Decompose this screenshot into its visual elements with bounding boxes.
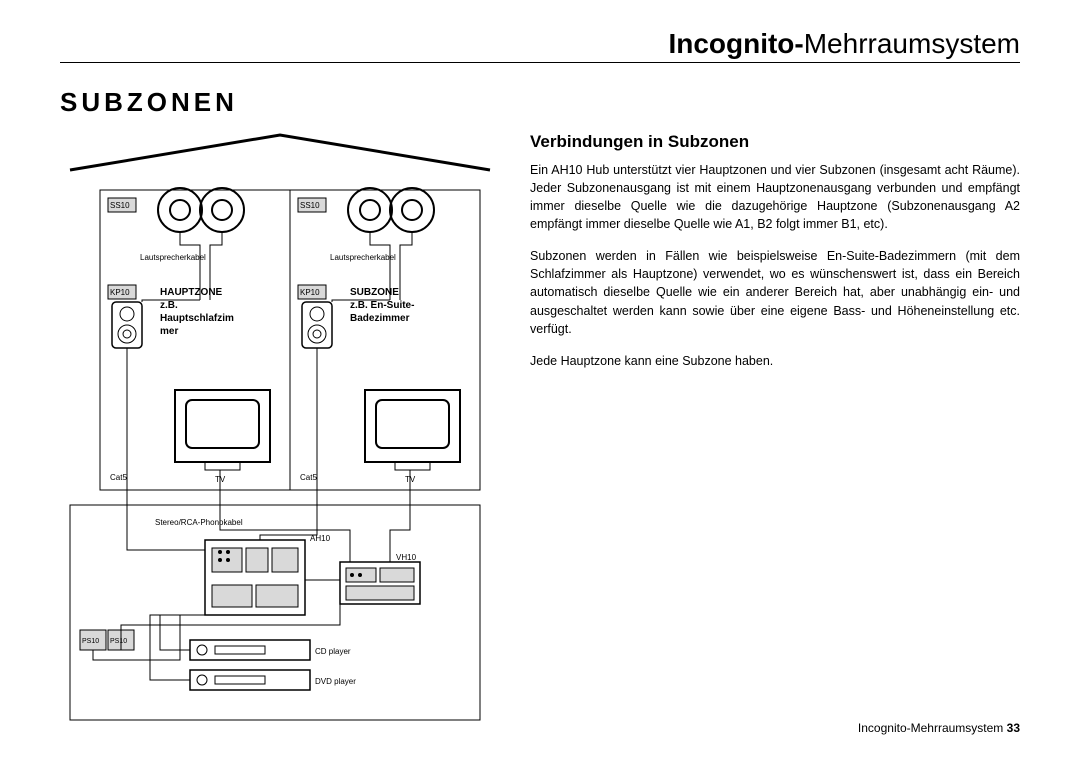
right-tv: TV: [365, 390, 460, 490]
header-rule: [60, 62, 1020, 63]
svg-text:KP10: KP10: [110, 288, 130, 297]
paragraph-3: Jede Hauptzone kann eine Subzone haben.: [530, 352, 1020, 370]
svg-text:z.B.: z.B.: [160, 300, 178, 311]
svg-text:SS10: SS10: [300, 201, 320, 210]
svg-text:VH10: VH10: [396, 553, 417, 562]
svg-text:PS10: PS10: [110, 638, 127, 645]
subheading: Verbindungen in Subzonen: [530, 130, 1020, 155]
left-keypad: KP10: [108, 285, 142, 490]
right-speakers: SS10: [298, 188, 434, 300]
svg-text:Badezimmer: Badezimmer: [350, 313, 410, 324]
roof-line: [70, 135, 490, 170]
svg-text:PS10: PS10: [82, 638, 99, 645]
svg-text:CD player: CD player: [315, 647, 351, 656]
page-footer: Incognito-Mehrraumsystem 33: [858, 721, 1020, 735]
svg-text:SUBZONE: SUBZONE: [350, 287, 399, 298]
svg-text:TV: TV: [215, 475, 226, 484]
footer-text: Incognito-Mehrraumsystem: [858, 721, 1007, 735]
svg-text:Stereo/RCA-Phonokabel: Stereo/RCA-Phonokabel: [155, 518, 243, 527]
svg-text:KP10: KP10: [300, 288, 320, 297]
cd-player: CD player: [190, 640, 351, 660]
page-number: 33: [1007, 721, 1020, 735]
svg-text:Cat5: Cat5: [300, 473, 317, 482]
svg-text:Lautsprecherkabel: Lautsprecherkabel: [330, 253, 396, 262]
svg-text:Cat5: Cat5: [110, 473, 127, 482]
ah10-hub: AH10: [205, 534, 331, 615]
paragraph-2: Subzonen werden in Fällen wie beispielsw…: [530, 247, 1020, 338]
left-tv: TV: [175, 390, 270, 490]
svg-text:Lautsprecherkabel: Lautsprecherkabel: [140, 253, 206, 262]
svg-text:HAUPTZONE: HAUPTZONE: [160, 287, 223, 298]
svg-text:Hauptschlafzim: Hauptschlafzim: [160, 313, 234, 324]
svg-text:mer: mer: [160, 326, 178, 337]
header-bold: Incognito-: [668, 28, 803, 59]
header-rest: Mehrraumsystem: [804, 28, 1020, 59]
vh10-hub: VH10: [340, 553, 420, 604]
paragraph-1: Ein AH10 Hub unterstützt vier Hauptzonen…: [530, 161, 1020, 234]
svg-text:z.B. En-Suite-: z.B. En-Suite-: [350, 300, 414, 311]
dvd-player: DVD player: [190, 670, 356, 690]
right-keypad: KP10: [298, 285, 332, 490]
section-title: SUBZONEN: [60, 87, 1020, 118]
page-header: Incognito-Mehrraumsystem: [60, 28, 1020, 60]
text-column: Verbindungen in Subzonen Ein AH10 Hub un…: [530, 130, 1020, 735]
svg-text:DVD player: DVD player: [315, 677, 356, 686]
wiring-diagram: SS10 Lautsprecherkabel KP10 HAUPTZONE z.…: [60, 130, 500, 735]
left-speakers: SS10: [108, 188, 244, 300]
svg-text:SS10: SS10: [110, 201, 130, 210]
svg-text:TV: TV: [405, 475, 416, 484]
